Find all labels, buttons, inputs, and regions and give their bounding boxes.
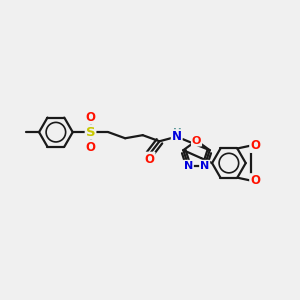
Text: O: O (85, 111, 96, 124)
Text: N: N (172, 130, 182, 143)
Text: S: S (86, 126, 95, 139)
Text: H: H (173, 128, 182, 138)
Text: O: O (192, 136, 201, 146)
Text: O: O (85, 140, 96, 154)
Text: O: O (250, 174, 260, 187)
Text: N: N (184, 161, 193, 171)
Text: N: N (200, 161, 209, 171)
Text: O: O (145, 153, 154, 166)
Text: O: O (250, 139, 260, 152)
